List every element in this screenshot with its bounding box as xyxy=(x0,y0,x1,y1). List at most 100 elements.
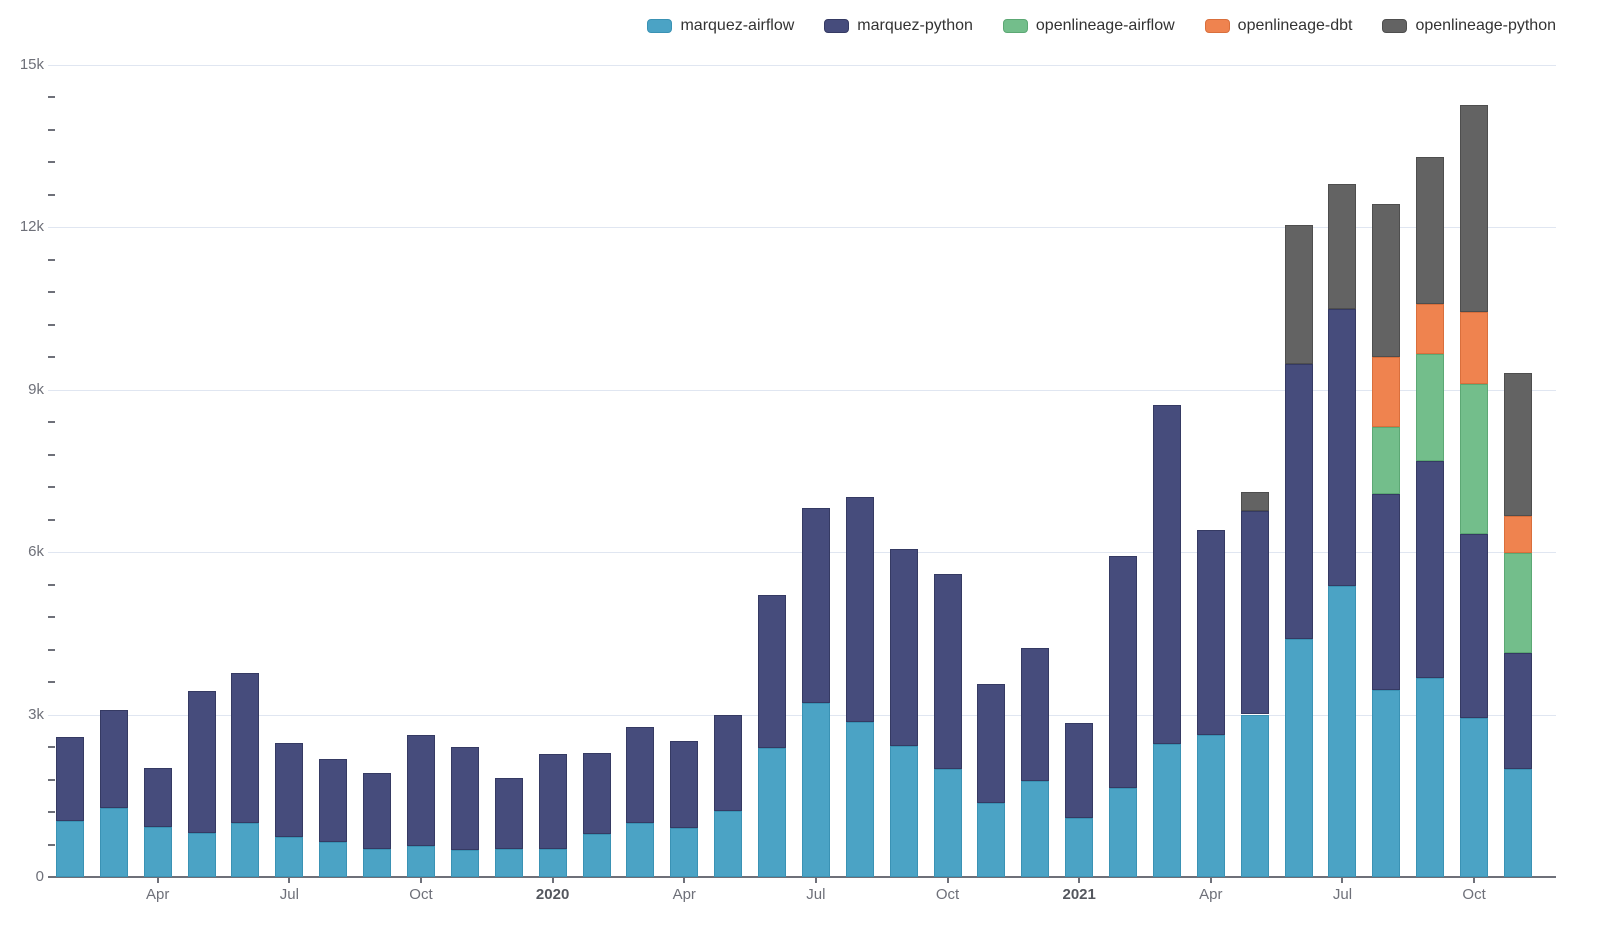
bar-segment-marquez-python[interactable] xyxy=(845,496,874,722)
bar-segment-marquez-airflow[interactable] xyxy=(1503,769,1532,877)
bar-segment-openlineage-airflow[interactable] xyxy=(1460,384,1489,534)
bar-segment-openlineage-dbt[interactable] xyxy=(1460,312,1489,385)
bar-segment-marquez-python[interactable] xyxy=(1240,510,1269,715)
bar-segment-marquez-airflow[interactable] xyxy=(55,821,84,877)
bar-segment-marquez-airflow[interactable] xyxy=(626,822,655,877)
bar-segment-marquez-python[interactable] xyxy=(670,740,699,829)
bar-segment-marquez-airflow[interactable] xyxy=(1109,787,1138,877)
bar-segment-marquez-python[interactable] xyxy=(1503,653,1532,770)
bar-segment-openlineage-airflow[interactable] xyxy=(1416,354,1445,461)
bar-segment-marquez-python[interactable] xyxy=(99,709,128,808)
bar-segment-openlineage-dbt[interactable] xyxy=(1416,304,1445,355)
bar-segment-openlineage-dbt[interactable] xyxy=(1372,357,1401,427)
bar-segment-marquez-airflow[interactable] xyxy=(275,837,304,877)
bar-segment-marquez-python[interactable] xyxy=(1109,555,1138,788)
y-axis-minor-tick xyxy=(48,421,55,423)
bar-segment-marquez-airflow[interactable] xyxy=(1284,638,1313,877)
bar-segment-marquez-python[interactable] xyxy=(801,508,830,704)
bar-segment-openlineage-dbt[interactable] xyxy=(1503,515,1532,553)
legend-item-openlineage-python[interactable]: openlineage-python xyxy=(1382,16,1556,36)
legend-item-marquez-airflow[interactable]: marquez-airflow xyxy=(647,16,794,36)
bar-segment-marquez-python[interactable] xyxy=(889,549,918,747)
bar-segment-marquez-airflow[interactable] xyxy=(143,827,172,877)
bar-segment-marquez-python[interactable] xyxy=(1021,647,1050,782)
bar-segment-openlineage-python[interactable] xyxy=(1503,373,1532,516)
y-axis-minor-tick xyxy=(48,258,55,261)
bar-segment-marquez-airflow[interactable] xyxy=(231,822,260,877)
bar-segment-openlineage-python[interactable] xyxy=(1416,156,1445,305)
bar-segment-marquez-python[interactable] xyxy=(1328,309,1357,586)
bar-segment-marquez-python[interactable] xyxy=(231,672,260,823)
bar-segment-marquez-airflow[interactable] xyxy=(319,841,348,877)
bar-segment-marquez-airflow[interactable] xyxy=(933,768,962,877)
bar-segment-marquez-airflow[interactable] xyxy=(450,850,479,877)
bar-segment-marquez-python[interactable] xyxy=(758,595,787,748)
bar-segment-marquez-airflow[interactable] xyxy=(1460,717,1489,877)
bar-segment-marquez-airflow[interactable] xyxy=(363,848,392,877)
bar-segment-marquez-airflow[interactable] xyxy=(801,703,830,877)
bar-segment-marquez-python[interactable] xyxy=(319,758,348,842)
bar-segment-marquez-airflow[interactable] xyxy=(889,746,918,877)
bar-segment-marquez-airflow[interactable] xyxy=(1372,690,1401,877)
x-axis-tick xyxy=(1341,877,1344,883)
bar-segment-marquez-airflow[interactable] xyxy=(1240,714,1269,877)
bar-segment-marquez-python[interactable] xyxy=(626,726,655,823)
y-axis-label: 6k xyxy=(28,543,44,560)
bar-segment-marquez-airflow[interactable] xyxy=(845,721,874,877)
bar-segment-marquez-airflow[interactable] xyxy=(758,747,787,877)
bar-segment-marquez-python[interactable] xyxy=(363,773,392,849)
bar-segment-marquez-airflow[interactable] xyxy=(1021,781,1050,877)
bar-segment-marquez-airflow[interactable] xyxy=(99,807,128,877)
bar-segment-marquez-airflow[interactable] xyxy=(977,803,1006,877)
bar-segment-marquez-python[interactable] xyxy=(538,754,567,850)
bar-segment-openlineage-airflow[interactable] xyxy=(1372,426,1401,495)
bar-segment-marquez-python[interactable] xyxy=(450,747,479,851)
bar-segment-marquez-airflow[interactable] xyxy=(670,828,699,877)
bar-segment-marquez-airflow[interactable] xyxy=(406,846,435,877)
bar-segment-openlineage-airflow[interactable] xyxy=(1503,552,1532,654)
x-axis-label: 2020 xyxy=(535,886,570,903)
bar-segment-marquez-python[interactable] xyxy=(1152,405,1181,745)
bar-segment-openlineage-python[interactable] xyxy=(1328,183,1357,310)
bar-segment-marquez-python[interactable] xyxy=(55,736,84,822)
bar-segment-marquez-python[interactable] xyxy=(933,574,962,769)
bar-segment-openlineage-python[interactable] xyxy=(1240,492,1269,511)
y-axis-label: 0 xyxy=(35,868,44,885)
x-axis-tick xyxy=(419,877,422,883)
bar-segment-marquez-airflow[interactable] xyxy=(582,833,611,877)
x-axis-label: Oct xyxy=(1462,886,1486,903)
legend-item-openlineage-dbt[interactable]: openlineage-dbt xyxy=(1204,16,1352,36)
y-axis-minor-tick xyxy=(48,843,55,846)
bar-segment-marquez-airflow[interactable] xyxy=(1152,744,1181,877)
bar-segment-marquez-airflow[interactable] xyxy=(714,810,743,877)
bar-segment-marquez-python[interactable] xyxy=(406,735,435,847)
y-axis-minor-tick xyxy=(48,193,55,196)
bar-segment-openlineage-python[interactable] xyxy=(1284,225,1313,365)
bar-segment-marquez-python[interactable] xyxy=(143,767,172,828)
legend-swatch-icon xyxy=(1002,19,1028,33)
bar-segment-marquez-airflow[interactable] xyxy=(1196,735,1225,877)
bar-segment-openlineage-python[interactable] xyxy=(1372,203,1401,357)
bar-segment-marquez-python[interactable] xyxy=(1284,364,1313,639)
bar-segment-marquez-python[interactable] xyxy=(187,690,216,833)
bar-segment-openlineage-python[interactable] xyxy=(1460,105,1489,313)
bar-segment-marquez-airflow[interactable] xyxy=(1328,585,1357,877)
bar-segment-marquez-python[interactable] xyxy=(494,778,523,849)
legend-item-openlineage-airflow[interactable]: openlineage-airflow xyxy=(1002,16,1175,36)
bar-segment-marquez-airflow[interactable] xyxy=(1065,817,1094,877)
bar-segment-marquez-airflow[interactable] xyxy=(187,832,216,877)
bar-segment-marquez-airflow[interactable] xyxy=(1416,677,1445,877)
bar-segment-marquez-python[interactable] xyxy=(1416,461,1445,678)
bar-segment-marquez-python[interactable] xyxy=(977,684,1006,804)
bar-segment-marquez-python[interactable] xyxy=(275,742,304,838)
legend: marquez-airflow marquez-python openlineage… xyxy=(0,12,1556,40)
bar-segment-marquez-python[interactable] xyxy=(1196,529,1225,736)
legend-item-marquez-python[interactable]: marquez-python xyxy=(824,16,973,36)
bar-segment-marquez-python[interactable] xyxy=(1065,722,1094,818)
bar-segment-marquez-python[interactable] xyxy=(1372,494,1401,691)
bar-segment-marquez-python[interactable] xyxy=(582,752,611,834)
bar-segment-marquez-python[interactable] xyxy=(1460,533,1489,718)
bar-segment-marquez-airflow[interactable] xyxy=(494,848,523,877)
bar-segment-marquez-python[interactable] xyxy=(714,714,743,811)
bar-segment-marquez-airflow[interactable] xyxy=(538,849,567,877)
